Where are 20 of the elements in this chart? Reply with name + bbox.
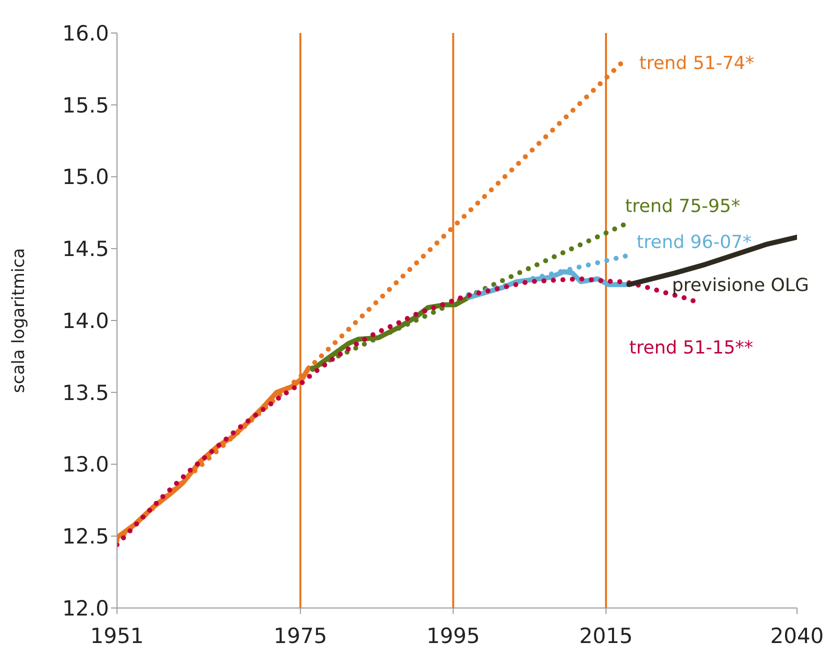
x-tick-label: 2040 — [770, 624, 824, 648]
series-label: trend 96-07* — [636, 232, 752, 253]
y-axis-title: scala logaritmica — [9, 248, 30, 393]
x-tick-label: 1951 — [90, 624, 144, 648]
y-tick-label: 15.5 — [62, 93, 109, 118]
y-tick-label: 14.0 — [62, 308, 109, 333]
series-label: previsione OLG — [672, 275, 809, 296]
x-tick-label: 2015 — [579, 624, 633, 648]
x-tick-label: 1995 — [426, 624, 480, 648]
y-tick-label: 16.0 — [62, 21, 109, 46]
series-label: trend 51-74* — [639, 53, 754, 74]
y-tick-label: 12.5 — [62, 524, 109, 549]
y-tick-label: 15.0 — [62, 165, 109, 190]
y-tick-label: 13.0 — [62, 452, 109, 477]
y-tick-label: 12.0 — [62, 596, 109, 620]
y-tick-label: 14.5 — [62, 237, 109, 262]
x-tick-label: 1975 — [274, 624, 328, 648]
series-label: trend 75-95* — [625, 196, 740, 218]
y-tick-label: 13.5 — [62, 380, 109, 405]
text: trend 51-15** — [629, 337, 754, 358]
